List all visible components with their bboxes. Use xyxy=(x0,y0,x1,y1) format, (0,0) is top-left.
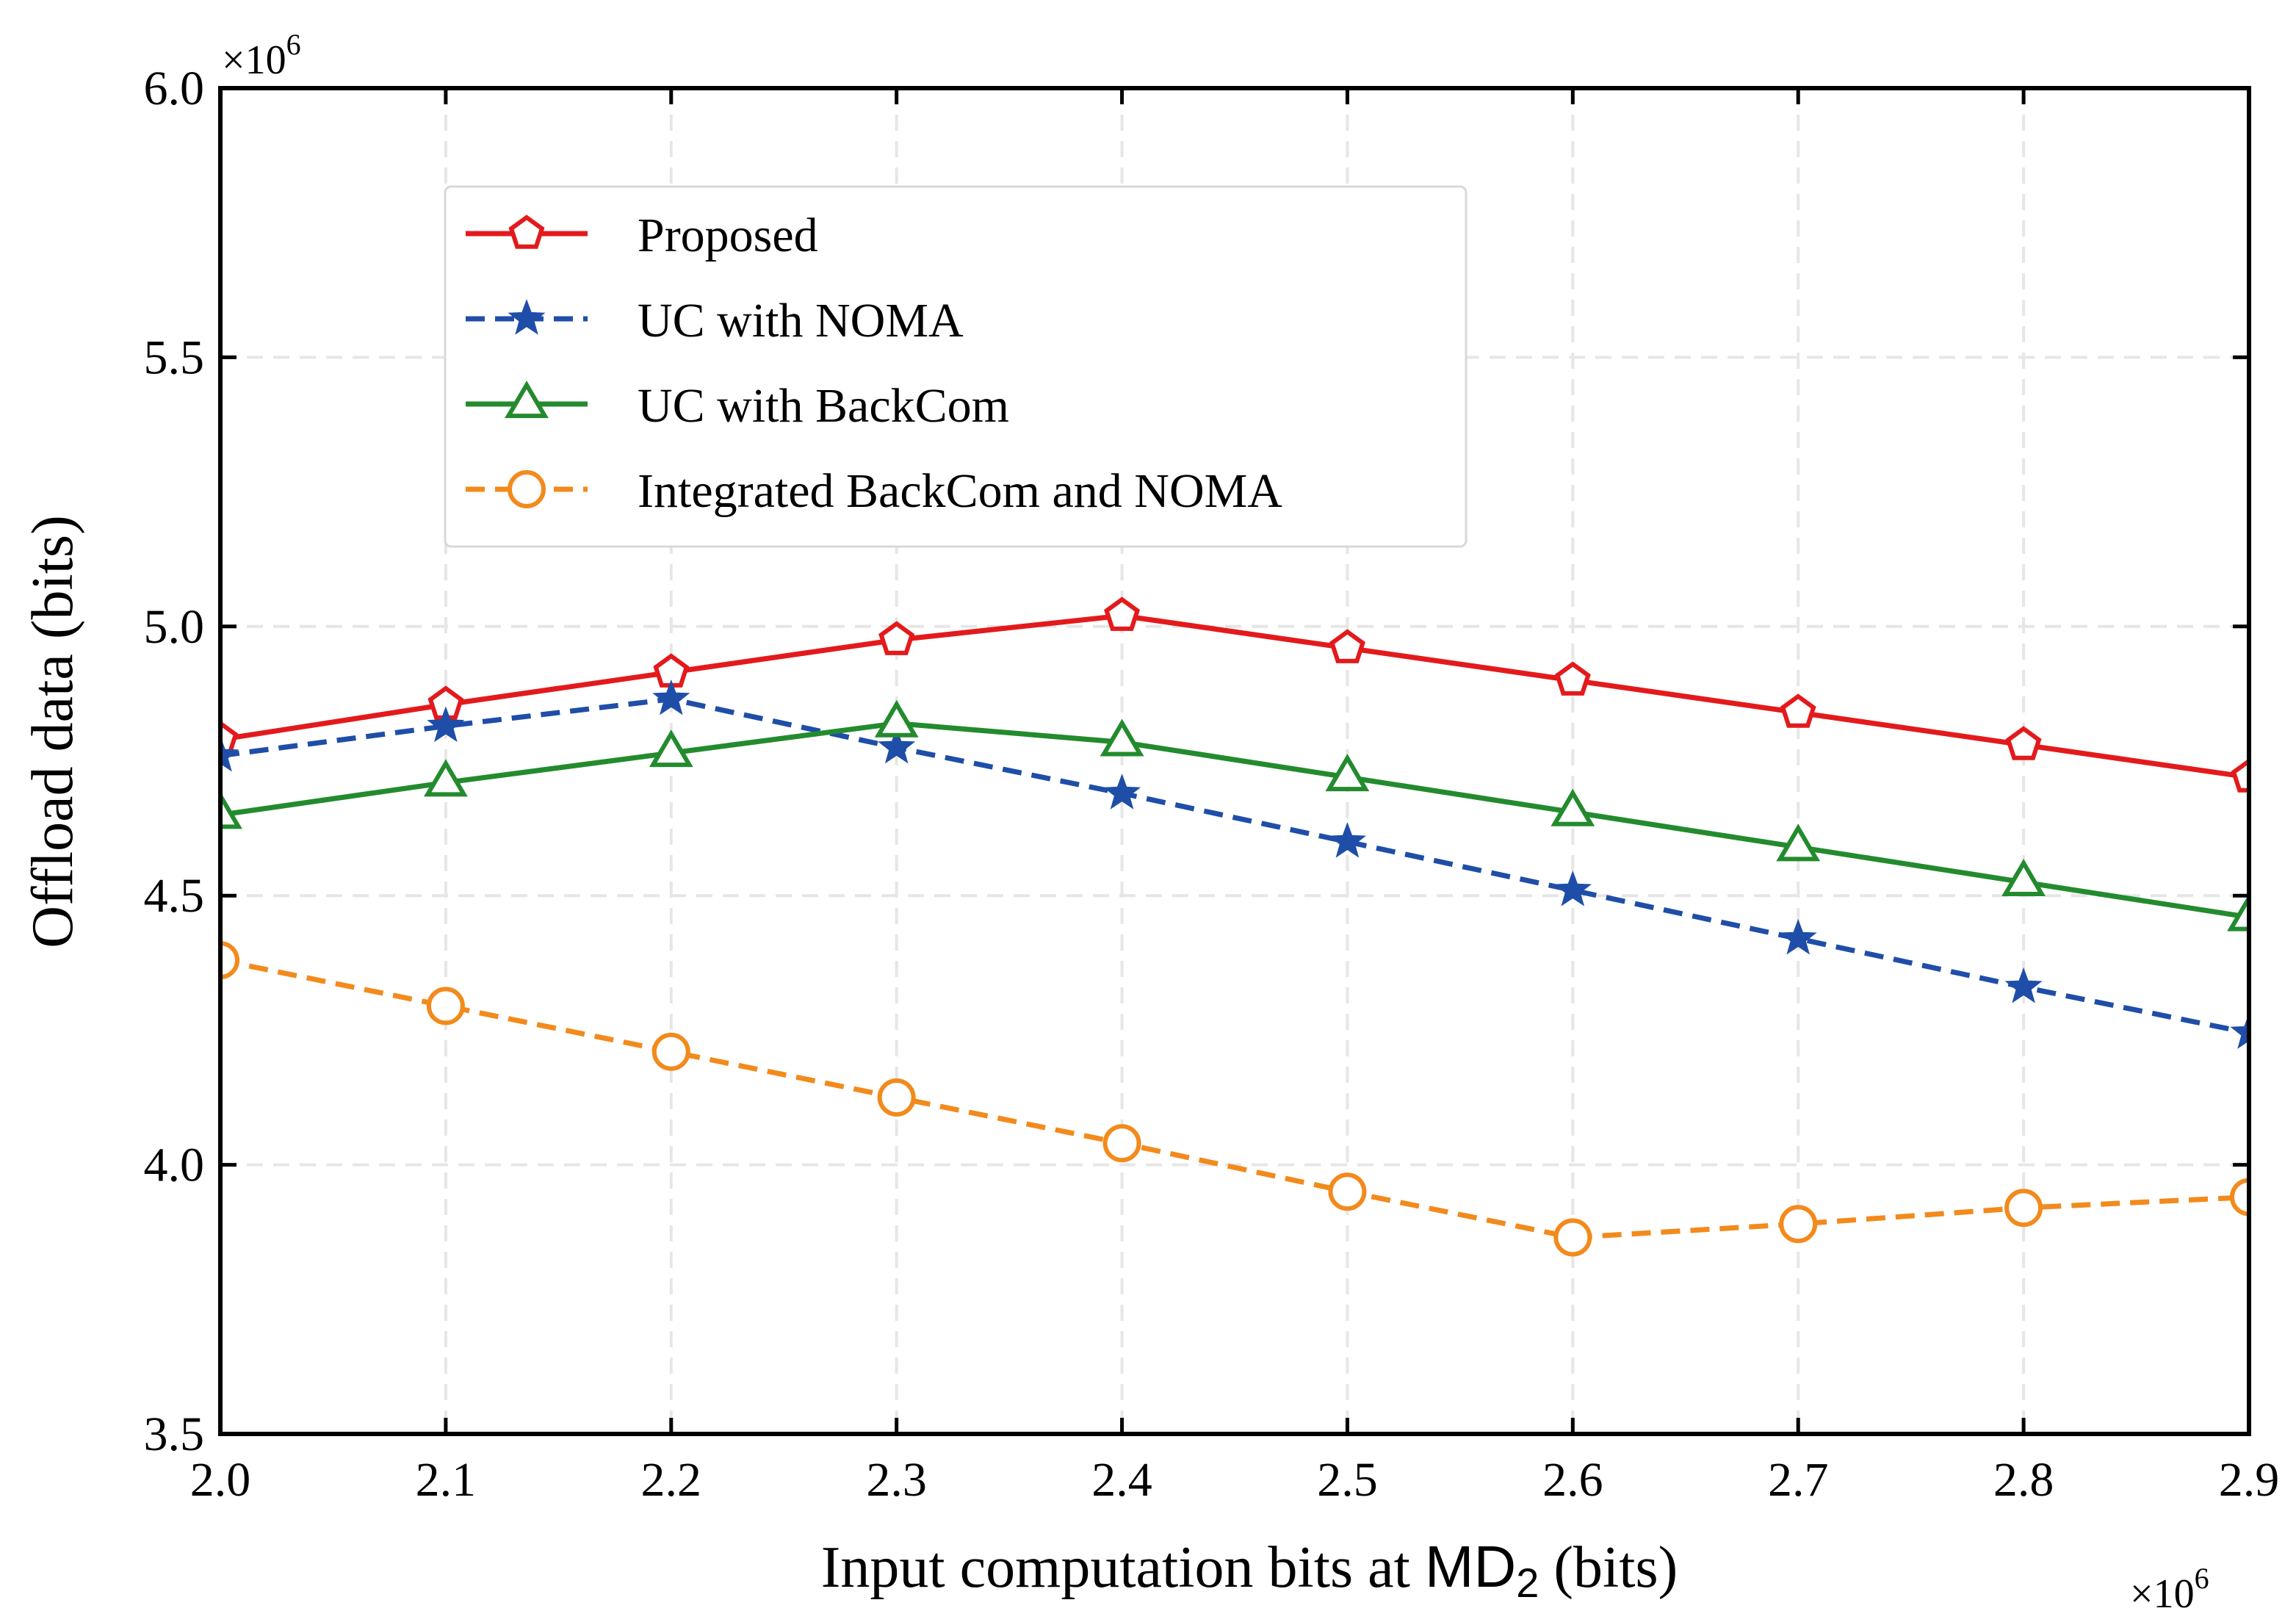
data-point xyxy=(877,1078,916,1117)
y-tick-label: 5.5 xyxy=(144,331,205,384)
data-point xyxy=(1779,918,1817,955)
data-point xyxy=(1328,822,1367,858)
x-tick-label: 2.8 xyxy=(1993,1453,2054,1507)
y-tick-label: 6.0 xyxy=(144,62,205,115)
data-point xyxy=(2005,726,2042,760)
data-point xyxy=(423,759,468,797)
x-axis-label: Input computation bits at MD2 (bits) xyxy=(821,1534,1678,1606)
data-point xyxy=(651,1032,690,1071)
series-line xyxy=(220,957,2249,1240)
x-tick-label: 2.0 xyxy=(190,1453,251,1507)
series-layer xyxy=(220,596,2249,1257)
data-point xyxy=(2231,758,2249,793)
legend-label: UC with NOMA xyxy=(638,294,964,347)
data-point xyxy=(1100,718,1144,757)
data-point xyxy=(220,941,239,980)
data-point xyxy=(2230,1178,2249,1216)
data-point xyxy=(2227,893,2249,931)
legend-label: Proposed xyxy=(638,209,818,262)
data-point xyxy=(1102,1124,1141,1163)
x-tick-label: 2.1 xyxy=(416,1453,477,1507)
data-point xyxy=(1328,1172,1367,1211)
data-point xyxy=(1553,1218,1592,1257)
legend-item: UC with NOMA xyxy=(466,294,964,347)
data-point xyxy=(1779,1205,1818,1244)
data-point xyxy=(649,729,693,768)
axis-ticks: 2.0 2.1 2.2 2.3 2.4 2.5 2.6 2.7 2.8 2.9 3.5 4.0 4.5 5… xyxy=(144,62,2280,1507)
x-tick-label: 2.7 xyxy=(1768,1453,1829,1507)
legend-swatch-marker xyxy=(505,381,549,419)
y-axis-multiplier: ×106 xyxy=(222,28,301,83)
data-point xyxy=(652,679,690,716)
x-tick-label: 2.4 xyxy=(1091,1453,1152,1507)
data-point xyxy=(1553,871,1592,906)
legend-item: UC with BackCom xyxy=(466,379,1009,433)
data-point xyxy=(427,706,465,743)
x-tick-label: 2.5 xyxy=(1317,1453,1378,1507)
series-line xyxy=(220,696,2249,1036)
y-tick-label: 5.0 xyxy=(144,600,205,654)
x-tick-label: 2.6 xyxy=(1542,1453,1603,1507)
x-tick-label: 2.2 xyxy=(641,1453,702,1507)
data-point xyxy=(874,699,919,738)
legend-item: Proposed xyxy=(466,209,818,262)
data-point xyxy=(2230,1013,2249,1049)
x-tick-label: 2.3 xyxy=(866,1453,927,1507)
series-line xyxy=(220,613,2249,780)
y-tick-label: 4.5 xyxy=(144,869,205,923)
series-proposed xyxy=(220,596,2249,793)
legend-label: Integrated BackCom and NOMA xyxy=(638,464,1282,518)
data-point xyxy=(1780,693,1816,728)
legend-label: UC with BackCom xyxy=(638,379,1009,433)
data-point xyxy=(1554,661,1591,696)
data-point xyxy=(1102,774,1141,810)
series-line xyxy=(220,721,2249,920)
data-point xyxy=(1329,629,1365,663)
legend-swatch-marker xyxy=(508,299,546,335)
legend: Proposed UC with NOMA UC with BackCom Integ… xyxy=(444,185,1468,548)
legend-item: Integrated BackCom and NOMA xyxy=(466,464,1282,518)
x-axis-multiplier: ×106 xyxy=(2130,1562,2209,1617)
data-point xyxy=(1104,596,1141,631)
data-point xyxy=(2001,858,2046,896)
data-point xyxy=(220,720,239,755)
legend-swatch-marker xyxy=(508,215,545,249)
legend-box xyxy=(444,185,1468,548)
series-integrated-backcom-and-noma xyxy=(220,941,2249,1257)
data-point xyxy=(2004,1189,2043,1228)
legend-swatch-marker xyxy=(508,470,546,508)
data-point xyxy=(1550,788,1595,826)
data-point xyxy=(878,727,916,764)
data-point xyxy=(1325,754,1370,792)
data-point xyxy=(426,987,465,1026)
data-point xyxy=(220,791,242,829)
data-point xyxy=(220,735,239,772)
data-point xyxy=(878,621,915,655)
x-tick-label: 2.9 xyxy=(2219,1453,2280,1507)
data-point xyxy=(2004,967,2043,1003)
series-uc-with-backcom xyxy=(220,699,2249,931)
y-axis-label: Offload data (bits) xyxy=(21,515,85,948)
data-point xyxy=(1776,823,1821,862)
series-uc-with-noma xyxy=(220,679,2249,1049)
y-tick-label: 3.5 xyxy=(144,1407,205,1461)
plot-frame xyxy=(218,86,2251,1436)
y-tick-label: 4.0 xyxy=(144,1139,205,1192)
